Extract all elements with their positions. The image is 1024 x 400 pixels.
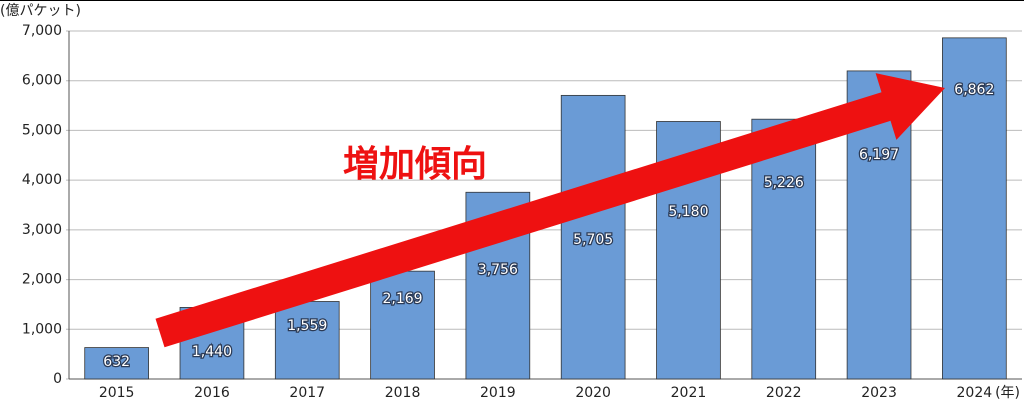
value-label: 2,169 — [383, 291, 423, 307]
y-tick-label: 1,000 — [22, 321, 62, 337]
x-tick-label: 2019 — [480, 385, 516, 400]
y-tick-label: 2,000 — [22, 272, 62, 288]
value-label: 5,226 — [764, 175, 804, 191]
x-tick-label: 2024 — [957, 385, 993, 400]
bar — [751, 118, 817, 380]
x-tick-label: 2023 — [861, 385, 897, 400]
value-label: 5,705 — [573, 232, 613, 248]
value-label: 632 — [103, 354, 130, 370]
y-tick-label: 3,000 — [22, 222, 62, 238]
y-axis-label: (億パケット) — [0, 3, 81, 19]
value-label: 1,559 — [287, 318, 327, 334]
bar — [274, 301, 340, 380]
y-tick-label: 0 — [53, 371, 62, 387]
value-label: 6,862 — [954, 82, 994, 98]
x-unit: (年) — [995, 385, 1020, 400]
bar — [84, 347, 149, 380]
y-tick-label: 7,000 — [22, 23, 62, 39]
value-label: 1,440 — [192, 344, 232, 360]
x-tick-label: 2022 — [766, 385, 802, 400]
y-tick-label: 4,000 — [22, 172, 62, 188]
x-tick-label: 2021 — [671, 385, 707, 400]
x-tick-label: 2016 — [194, 385, 230, 400]
value-label: 3,756 — [478, 262, 518, 278]
y-tick-label: 6,000 — [22, 73, 62, 89]
trend-arrow — [155, 73, 945, 348]
bar — [560, 94, 626, 380]
value-label: 6,197 — [859, 147, 899, 163]
annotation: 増加傾向 — [343, 144, 487, 185]
x-tick-label: 2020 — [575, 385, 611, 400]
bar — [370, 270, 435, 380]
x-tick-label: 2015 — [99, 385, 135, 400]
x-tick-label: 2017 — [289, 385, 325, 400]
bar — [942, 37, 1007, 380]
value-label: 5,180 — [668, 204, 708, 220]
y-tick-label: 5,000 — [22, 122, 62, 138]
x-tick-label: 2018 — [385, 385, 421, 400]
